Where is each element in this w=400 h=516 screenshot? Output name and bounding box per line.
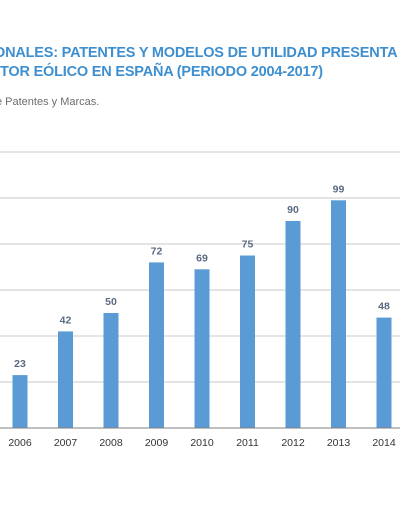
chart-title-line-1: ONALES: PATENTES Y MODELOS DE UTILIDAD P… [0, 45, 398, 61]
value-label-2013: 99 [333, 183, 345, 195]
x-tick-2010: 2010 [190, 437, 214, 449]
x-tick-2006: 2006 [8, 437, 32, 449]
bar-2010 [194, 269, 210, 428]
value-label-2006: 23 [14, 358, 26, 370]
bar-2014 [376, 317, 392, 428]
value-label-2010: 69 [196, 252, 208, 264]
value-labels: 23 42 50 72 69 75 90 99 48 [14, 183, 390, 370]
bars [12, 200, 392, 428]
value-label-2011: 75 [242, 239, 254, 251]
value-label-2007: 42 [60, 314, 72, 326]
x-tick-2008: 2008 [99, 437, 123, 449]
value-label-2014: 48 [378, 301, 390, 313]
chart-title-line-2: TOR EÓLICO EN ESPAÑA (PERIODO 2004-2017) [0, 64, 323, 80]
value-label-2008: 50 [105, 296, 117, 308]
value-label-2012: 90 [287, 204, 299, 216]
x-tick-2013: 2013 [327, 437, 351, 449]
x-tick-2009: 2009 [145, 437, 169, 449]
bar-2012 [285, 221, 301, 428]
chart-title: ONALES: PATENTES Y MODELOS DE UTILIDAD P… [0, 44, 400, 82]
value-label-2009: 72 [151, 245, 163, 257]
x-tick-2007: 2007 [54, 437, 78, 449]
x-tick-2012: 2012 [281, 437, 305, 449]
bar-2009 [149, 262, 164, 428]
bar-2011 [240, 255, 255, 428]
x-tick-2011: 2011 [236, 437, 259, 449]
bar-2007 [58, 331, 73, 428]
bar-2013 [331, 200, 346, 428]
source-note: e Patentes y Marcas. [0, 96, 100, 108]
bar-2006 [12, 375, 28, 428]
x-tick-2014: 2014 [372, 437, 396, 449]
bar-2008 [103, 313, 119, 428]
x-axis: 2006 2007 2008 2009 2010 2011 2012 2013 2014 [0, 427, 400, 449]
